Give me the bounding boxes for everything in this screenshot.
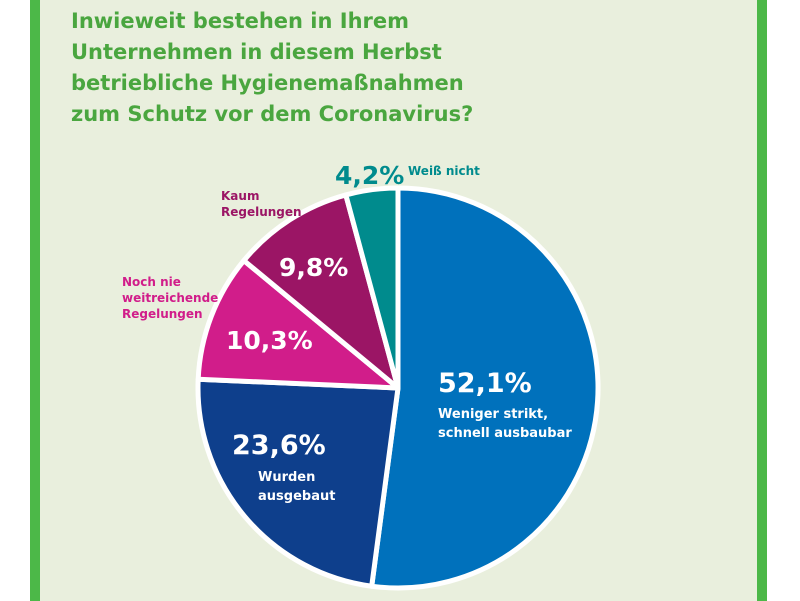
- title-line-3: betriebliche Hygienemaßnahmen: [71, 71, 464, 95]
- category-label-noch-nie-2: weitreichende: [122, 291, 218, 305]
- title-line-4: zum Schutz vor dem Coronavirus?: [71, 102, 474, 126]
- category-label-weniger-1: Weniger strikt,: [438, 407, 548, 422]
- pie-slice-weiss-nicht: [343, 185, 401, 391]
- category-label-noch-nie-3: Regelungen: [122, 307, 203, 321]
- value-label-noch-nie: 10,3%: [226, 326, 313, 355]
- category-label-ausgebaut-2: ausgebaut: [258, 489, 335, 504]
- category-label-ausgebaut-1: Wurden: [258, 470, 315, 485]
- category-label-noch-nie-1: Noch nie: [122, 275, 181, 289]
- pie-slice-kaum: [241, 192, 401, 391]
- value-label-weiss-nicht: 4,2%: [335, 161, 404, 190]
- category-label-kaum-2: Regelungen: [221, 205, 302, 219]
- value-label-ausgebaut: 23,6%: [232, 430, 326, 461]
- pie-slice-ausgebaut: [195, 376, 401, 589]
- category-label-weniger-2: schnell ausbaubar: [438, 426, 572, 441]
- value-label-weniger: 52,1%: [438, 368, 532, 399]
- pie-slice-weniger: [369, 185, 601, 591]
- category-label-kaum-1: Kaum: [221, 189, 259, 203]
- pie-slice-noch-nie: [195, 258, 401, 391]
- chart-title: Inwieweit bestehen in Ihrem Unternehmen …: [71, 6, 631, 130]
- title-line-2: Unternehmen in diesem Herbst: [71, 40, 442, 64]
- title-line-1: Inwieweit bestehen in Ihrem: [71, 9, 410, 33]
- category-label-weiss-nicht: Weiß nicht: [408, 164, 480, 178]
- value-label-kaum: 9,8%: [279, 253, 348, 282]
- pie-slices: [195, 185, 601, 591]
